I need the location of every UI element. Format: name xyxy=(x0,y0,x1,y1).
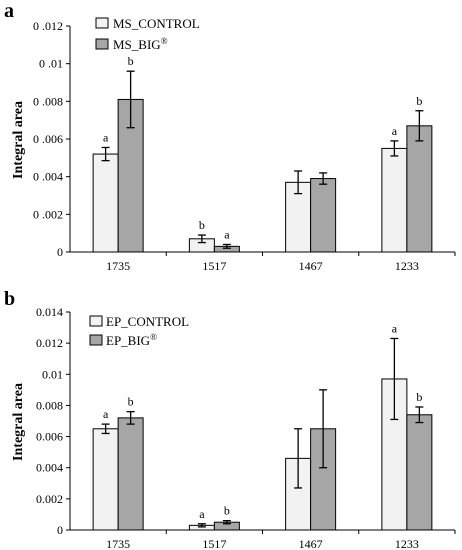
panel-a-legend: MS_CONTROL MS_BIG® xyxy=(95,16,200,52)
panel-b-legend-label-treated: EP_BIG® xyxy=(106,332,157,348)
panel-b-x-tick-label: 1467 xyxy=(299,537,323,550)
panel-a-x-tick-label: 1517 xyxy=(202,259,226,273)
panel-a-plot: 0 0 .002 0 .004 0 .006 0 .008 0 .01 0 .012 1735… xyxy=(33,19,456,273)
panel-a-y-axis-label: Integral area xyxy=(11,101,26,179)
panel-a-y-tick-label: 0 .004 xyxy=(33,170,63,184)
panel-b-bar xyxy=(92,428,119,531)
panel-b-plot: 0 0.002 0.004 0.006 0.008 0.01 0.012 0.014 1735 a… xyxy=(36,305,456,550)
panel-a-bar xyxy=(406,125,433,253)
panel-b-significance-letter: a xyxy=(392,321,398,335)
panel-a-legend-label-treated: MS_BIG® xyxy=(113,36,168,52)
panel-a-x-tick-label: 1233 xyxy=(395,259,419,273)
panel-a-x-tick-label: 1467 xyxy=(299,259,323,273)
panel-b-legend-swatch-control xyxy=(89,315,103,327)
panel-a-y-tick-label: 0 .006 xyxy=(33,132,63,146)
panel-a-legend-swatch-control xyxy=(95,17,109,29)
panel-b-significance-letter: b xyxy=(128,395,134,409)
panel-a-y-tick-label: 0 .008 xyxy=(33,94,63,108)
panel-b-legend-label-control: EP_CONTROL xyxy=(106,314,189,329)
panel-b-y-axis-label: Integral area xyxy=(11,383,26,461)
panel-b-x-tick-label: 1517 xyxy=(202,537,226,550)
panel-b-significance-letter: a xyxy=(103,407,109,421)
panel-a-significance-letter: a xyxy=(224,227,230,241)
panel-b-bar xyxy=(406,414,433,531)
panel-b: b Integral area EP_CONTROL EP_BIG® 0 0.00… xyxy=(4,288,456,550)
panel-b-y-tick-label: 0.014 xyxy=(36,305,63,319)
panel-b-y-tick-label: 0.006 xyxy=(36,430,63,444)
panel-b-label: b xyxy=(4,288,15,310)
panel-a-legend-label-control: MS_CONTROL xyxy=(113,16,200,31)
panel-a-significance-letter: b xyxy=(199,218,205,232)
panel-a-y-tick-label: 0 .01 xyxy=(39,57,63,71)
panel-b-y-tick-label: 0.01 xyxy=(42,367,63,381)
panel-b-y-tick-label: 0.002 xyxy=(36,492,63,506)
panel-b-x-tick-label: 1735 xyxy=(106,537,130,550)
panel-b-y-tick-label: 0 xyxy=(57,523,63,537)
panel-a-label: a xyxy=(4,0,14,22)
panel-b-y-tick-label: 0.012 xyxy=(36,336,63,350)
panel-b-significance-letter: b xyxy=(416,390,422,404)
panel-b-legend: EP_CONTROL EP_BIG® xyxy=(89,314,189,348)
panel-a-y-tick-label: 0 xyxy=(57,245,63,259)
panel-a-legend-swatch-treated xyxy=(95,38,109,50)
panel-a-bar xyxy=(117,98,144,253)
panel-a: a Integral area MS_CONTROL MS_BIG® 0 0 .0… xyxy=(4,0,456,273)
panel-a-significance-letter: b xyxy=(128,54,134,68)
panel-a-bar xyxy=(92,153,119,253)
panel-a-bar xyxy=(381,147,408,253)
panel-b-x-tick-label: 1233 xyxy=(395,537,419,550)
panel-a-significance-letter: a xyxy=(392,124,398,138)
panel-a-significance-letter: a xyxy=(103,130,109,144)
panel-b-legend-swatch-treated xyxy=(89,334,103,346)
panel-a-x-tick-label: 1735 xyxy=(106,259,130,273)
panel-b-significance-letter: b xyxy=(224,504,230,518)
panel-a-bar xyxy=(310,178,337,253)
panel-b-y-tick-label: 0.008 xyxy=(36,398,63,412)
panel-a-y-tick-label: 0 .012 xyxy=(33,19,63,33)
panel-b-bar xyxy=(117,417,144,531)
panel-b-y-tick-label: 0.004 xyxy=(36,461,63,475)
panel-a-y-tick-label: 0 .002 xyxy=(33,207,63,221)
panel-b-significance-letter: a xyxy=(199,507,205,521)
panel-a-significance-letter: b xyxy=(416,94,422,108)
